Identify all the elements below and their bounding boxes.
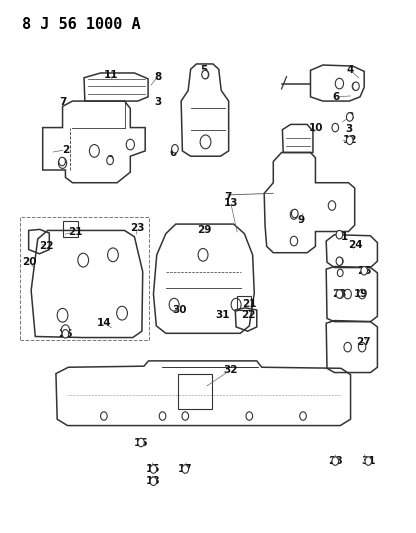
Text: 16: 16 <box>134 438 149 448</box>
Circle shape <box>337 290 344 298</box>
Circle shape <box>365 457 371 465</box>
Circle shape <box>332 123 339 132</box>
Text: 9: 9 <box>297 215 305 225</box>
Circle shape <box>292 209 298 217</box>
Circle shape <box>182 412 188 420</box>
Text: 22: 22 <box>241 310 256 320</box>
Text: 31: 31 <box>361 456 376 466</box>
Text: 12: 12 <box>342 135 357 146</box>
Text: 3: 3 <box>345 124 352 134</box>
Circle shape <box>336 230 343 239</box>
Circle shape <box>337 257 343 265</box>
Circle shape <box>150 465 157 473</box>
Text: 23: 23 <box>332 289 347 299</box>
Text: 8 J 56 1000 A: 8 J 56 1000 A <box>22 17 141 33</box>
Text: 32: 32 <box>223 365 238 375</box>
Circle shape <box>182 465 188 473</box>
Text: 3: 3 <box>155 97 162 107</box>
Circle shape <box>61 325 69 335</box>
Text: 30: 30 <box>172 305 186 315</box>
Text: 7: 7 <box>224 191 232 201</box>
Circle shape <box>337 269 343 277</box>
Text: 28: 28 <box>328 456 342 466</box>
Text: 9: 9 <box>106 156 114 165</box>
Text: 21: 21 <box>68 227 82 237</box>
Text: 8: 8 <box>154 71 161 82</box>
Text: 27: 27 <box>356 337 370 347</box>
Circle shape <box>336 290 343 298</box>
Circle shape <box>107 156 114 165</box>
Text: 10: 10 <box>309 123 324 133</box>
Text: 31: 31 <box>215 310 230 320</box>
Circle shape <box>101 412 107 420</box>
Text: 8: 8 <box>346 112 353 122</box>
Text: 5: 5 <box>200 66 208 75</box>
Circle shape <box>159 412 166 420</box>
Circle shape <box>353 82 359 91</box>
Text: 4: 4 <box>347 66 354 75</box>
Circle shape <box>59 157 65 166</box>
Circle shape <box>347 113 353 121</box>
Text: 19: 19 <box>354 289 368 299</box>
Text: 29: 29 <box>197 225 211 236</box>
Circle shape <box>202 70 208 79</box>
Text: 21: 21 <box>242 298 257 309</box>
Text: 14: 14 <box>97 318 111 328</box>
Circle shape <box>150 477 157 486</box>
Text: 20: 20 <box>22 257 37 267</box>
Text: 2: 2 <box>62 145 69 155</box>
Text: 13: 13 <box>223 198 238 208</box>
Text: 11: 11 <box>104 70 118 79</box>
Circle shape <box>246 412 253 420</box>
Circle shape <box>300 412 306 420</box>
Circle shape <box>361 266 367 275</box>
Text: 22: 22 <box>39 241 53 252</box>
Circle shape <box>138 438 144 447</box>
Text: 25: 25 <box>357 266 371 276</box>
Text: 6: 6 <box>332 92 340 102</box>
Text: 24: 24 <box>349 240 363 251</box>
Circle shape <box>172 144 178 153</box>
Text: 15: 15 <box>146 464 161 474</box>
Text: 17: 17 <box>178 464 193 474</box>
Circle shape <box>336 257 343 265</box>
Circle shape <box>332 457 339 465</box>
Text: 26: 26 <box>58 329 73 339</box>
Text: 18: 18 <box>146 477 161 486</box>
Circle shape <box>62 329 69 338</box>
Text: 7: 7 <box>59 97 66 107</box>
Circle shape <box>347 136 353 144</box>
Circle shape <box>337 290 343 298</box>
Text: 1: 1 <box>341 232 348 243</box>
Text: 6: 6 <box>169 148 176 158</box>
Text: 23: 23 <box>131 223 145 233</box>
